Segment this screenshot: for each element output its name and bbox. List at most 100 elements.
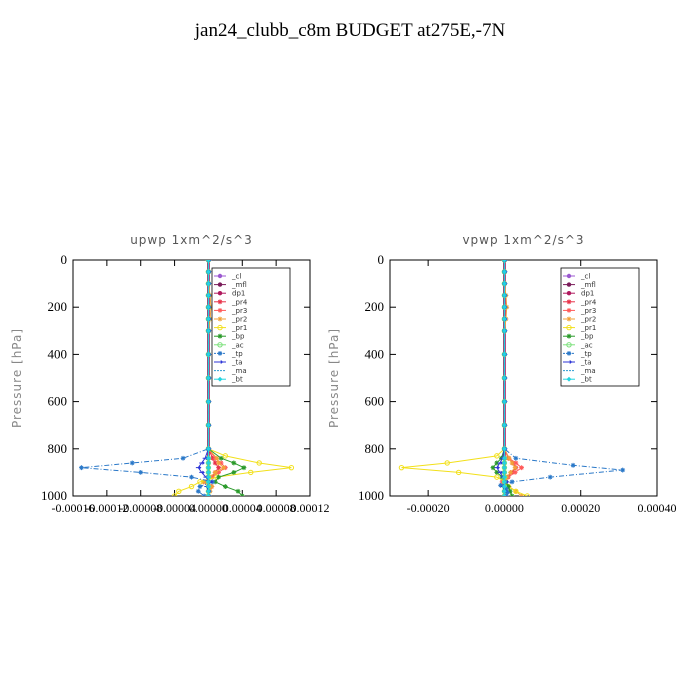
upwp-panel: upwp 1xm^2/s^3 Pressure [hPa] 0 200 400 600 80… [10,233,330,515]
point-pr1-15 [248,469,254,476]
point-bp-12 [218,455,224,461]
legend-label: _tp [231,350,243,358]
point-bt-14 [502,465,507,471]
legend-entry-mfl: _mfl [563,281,596,289]
point-bt-16 [502,474,507,480]
point-ac-legend [566,342,572,348]
legend-entry-cl: _cl [214,273,241,281]
point-bp-18 [222,484,228,489]
point-bp-13 [494,460,500,466]
point-bp-19 [235,488,241,494]
x-tick-label: 0.00040 [638,501,677,515]
point-pr1-13 [444,460,450,466]
point-bt-3 [206,293,211,298]
point-pr2-15 [508,470,513,475]
point-bt-8 [502,375,507,381]
point-pr1-13 [256,460,262,466]
point-tp-18 [197,484,203,489]
point-tp-18 [503,486,509,492]
legend-label: _bt [580,376,592,384]
point-bt-6 [206,328,211,334]
x-tick-label: -0.00012 [85,501,128,515]
point-bt-6 [502,328,507,334]
point-bt-18 [206,484,211,489]
point-bp-14 [490,465,496,471]
point-pr1-19 [176,488,182,494]
legend-entry-mfl: _mfl [214,281,247,289]
panel-title: vpwp 1xm^2/s^3 [462,233,584,247]
point-bp-legend [566,333,572,339]
point-bt-10 [502,422,507,428]
point-pr1-16 [494,474,500,480]
x-tick-label: -0.00016 [52,501,95,515]
point-pr1-14 [288,464,295,471]
legend-entry-bt: _bt [214,376,243,384]
point-pr3-legend [566,308,572,313]
point-pr1-12 [222,453,229,459]
point-tp-legend [217,351,223,356]
point-pr3-15 [216,470,221,475]
point-bt-12 [206,455,211,461]
legend: _cl_mfldp1_pr4_pr3_pr2_pr1_bp_ac_tp_ta_m… [560,267,640,387]
point-bt-4 [502,304,507,310]
point-tp-12 [180,455,186,461]
point-bt-3 [502,293,507,298]
legend-label: _bp [231,333,245,341]
point-bt-1 [502,269,507,275]
point-bp-16 [216,474,221,480]
y-tick-label: 1000 [358,488,384,503]
point-mfl-legend [217,282,223,287]
x-tick-label: 0.00000 [189,501,228,515]
point-pr4-13 [212,460,218,466]
legend-label: _tp [580,350,592,358]
point-bt-15 [206,470,211,475]
point-ta-legend [217,360,224,364]
y-tick-label: 800 [365,441,385,456]
legend-label: dp1 [232,290,245,298]
legend-entry-pr4: _pr4 [563,298,597,306]
point-pr2-13 [509,460,515,466]
point-ta-14 [195,465,202,470]
point-bt-13 [502,460,507,466]
point-pr4-legend [566,299,572,305]
point-pr2-14 [221,465,227,471]
point-tp-20 [201,493,207,496]
point-cl-legend [217,273,223,279]
legend-entry-dp1: dp1 [563,290,594,298]
point-ac-legend [217,342,223,348]
y-tick-label: 1000 [41,488,67,503]
point-bt-7 [502,352,507,357]
panel-title: upwp 1xm^2/s^3 [130,233,253,247]
point-pr1-19 [513,488,519,494]
legend-entry-pr2: _pr2 [563,316,596,324]
point-pr1-17 [197,479,203,485]
point-pr1-18 [188,483,195,490]
y-tick-label: 400 [365,346,385,361]
point-bt-0 [206,260,211,263]
series-bt [502,260,507,496]
point-bt-18 [502,484,507,489]
point-bt-17 [206,479,211,485]
legend-entry-tp: _tp [563,350,592,358]
point-pr2-legend [566,316,572,322]
point-pr2-17 [200,479,206,485]
point-bt-12 [502,455,507,461]
point-bp-14 [241,465,247,471]
point-bt-10 [206,422,211,428]
point-bt-14 [206,465,211,471]
legend-entry-pr3: _pr3 [214,307,247,315]
point-bt-9 [206,399,211,404]
legend-entry-bp: _bp [563,333,594,341]
line-tp [81,260,215,496]
legend-label: _ac [231,341,244,349]
point-tp-16 [189,474,194,480]
point-pr4-12 [210,455,216,461]
point-bp-15 [231,470,237,475]
point-pr2-18 [209,484,215,489]
x-tick-label: -0.00004 [153,501,196,515]
point-bp-20 [239,493,245,496]
y-tick-label: 0 [378,252,385,267]
point-bt-2 [206,281,211,286]
point-bt-13 [206,460,211,466]
point-bt-9 [502,399,507,404]
